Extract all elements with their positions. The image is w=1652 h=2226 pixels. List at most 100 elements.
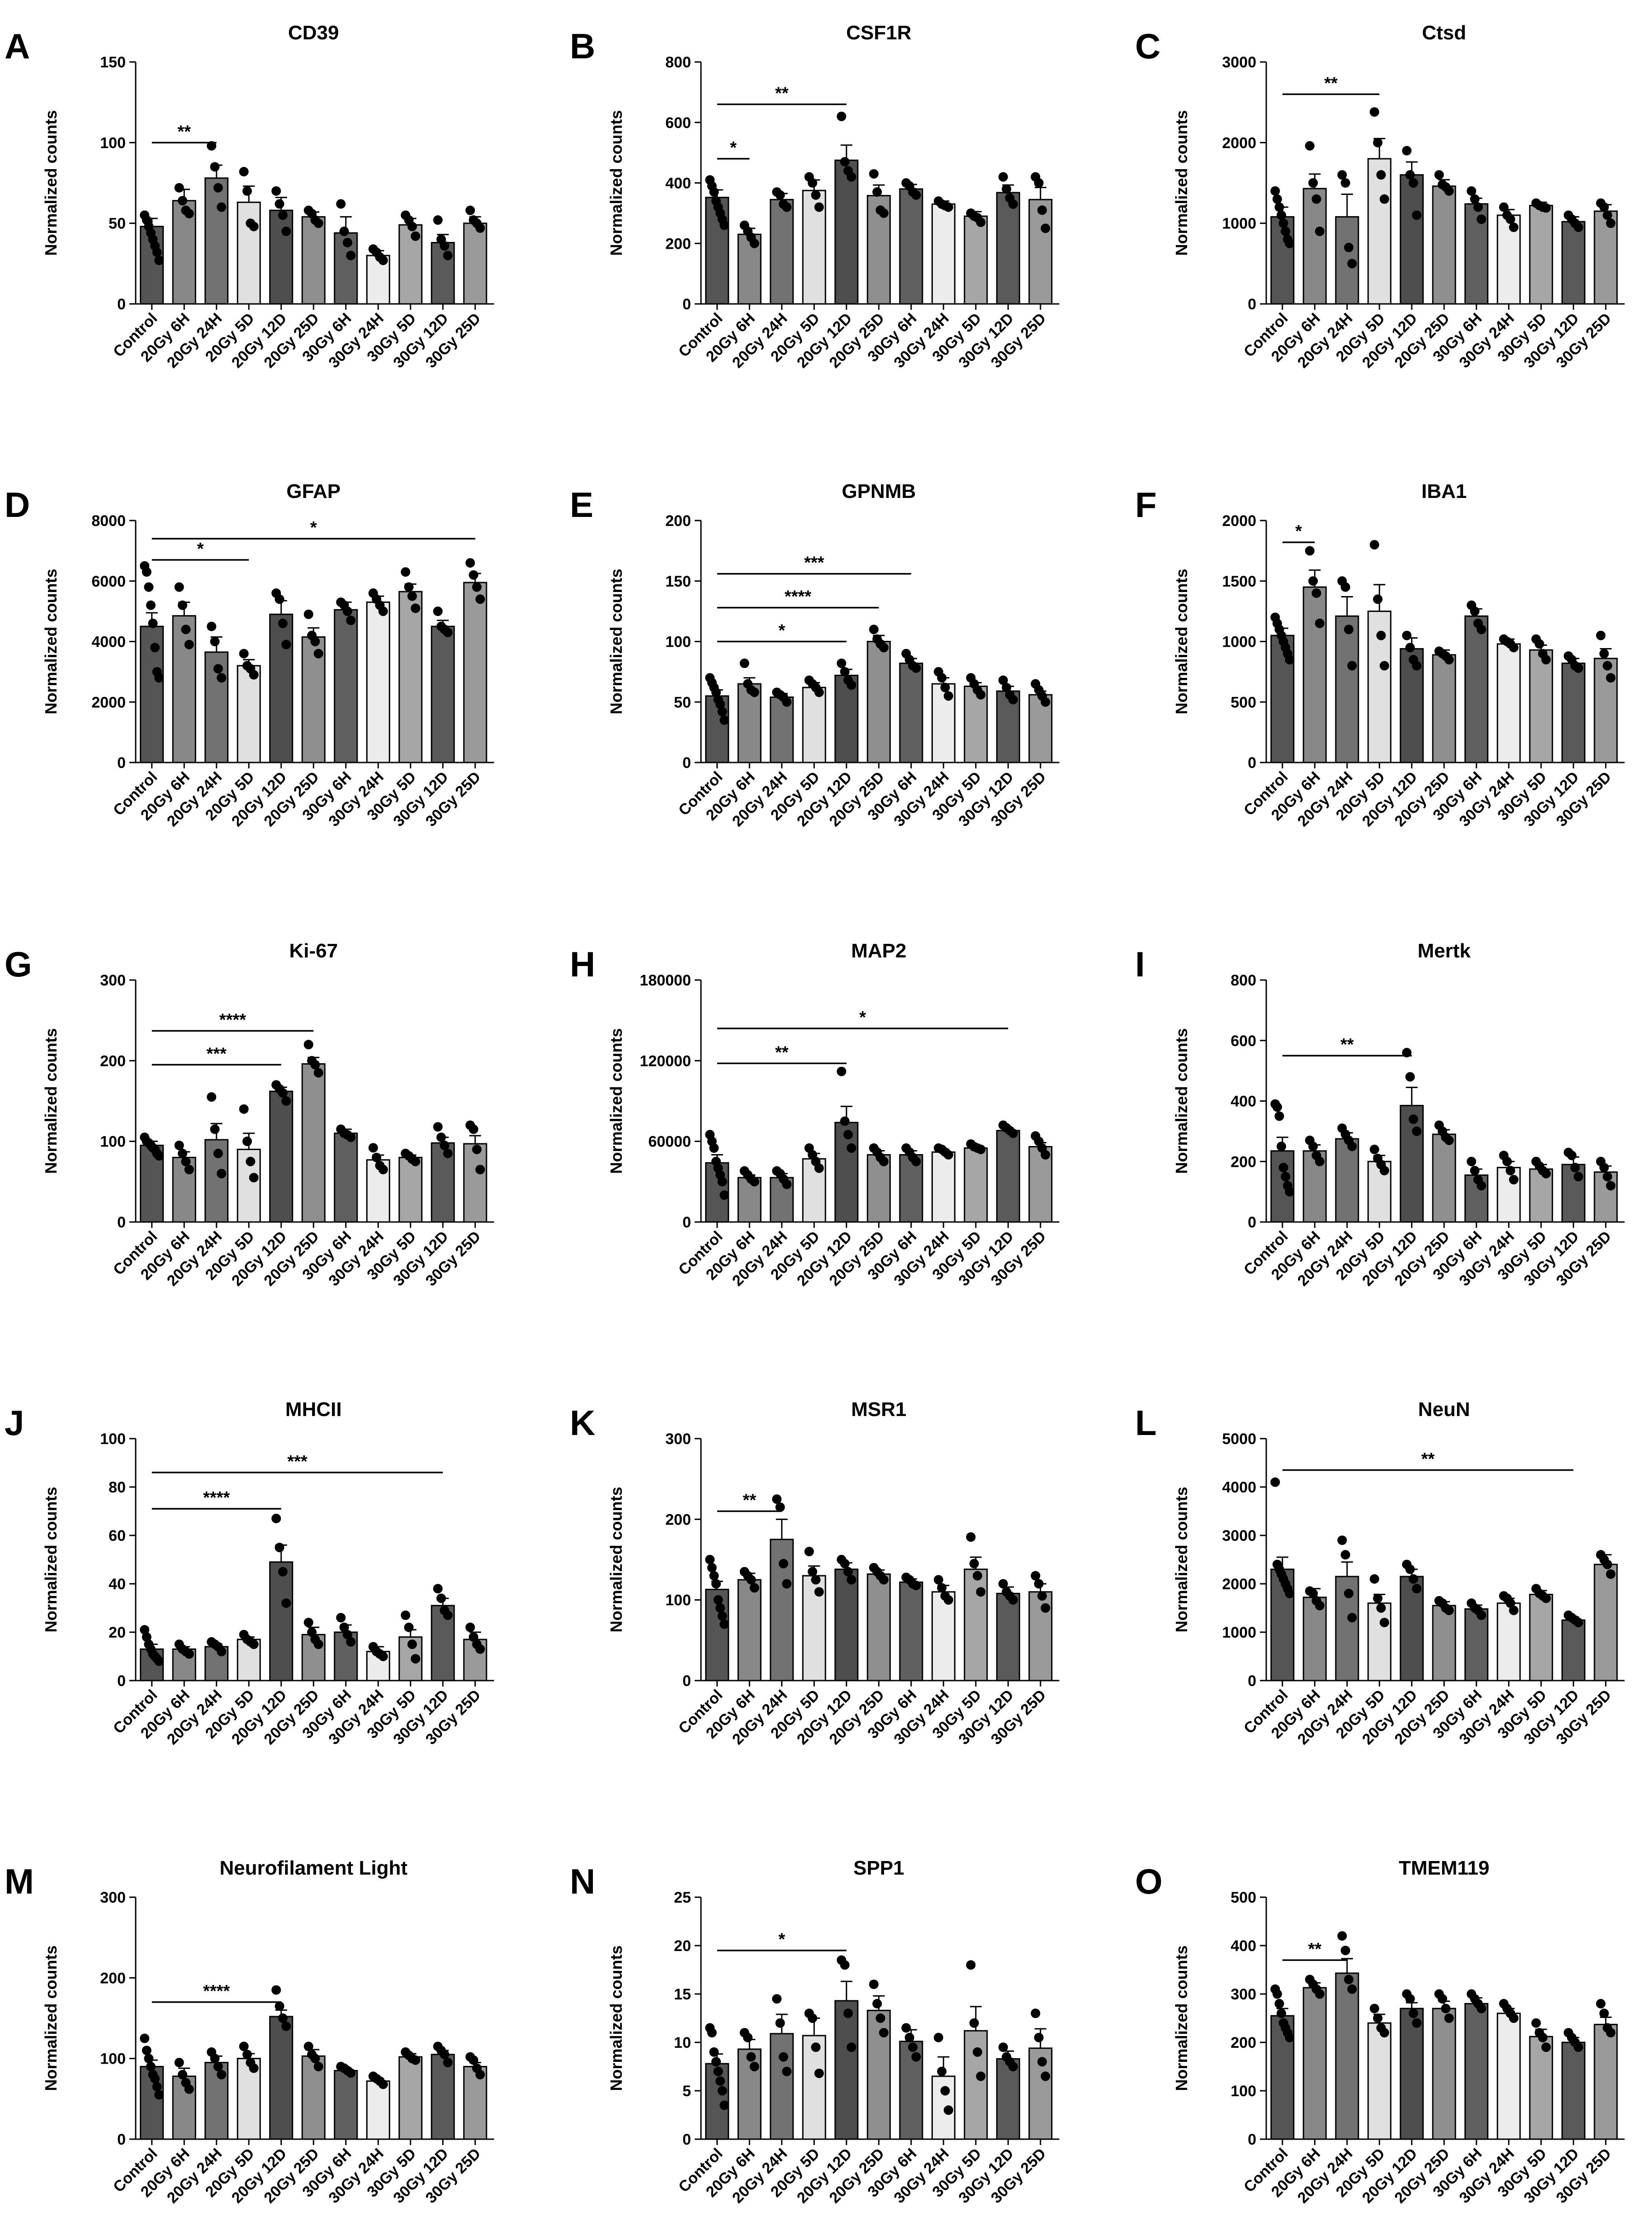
data-point — [966, 1532, 976, 1542]
data-point — [1337, 1535, 1347, 1545]
data-point — [940, 682, 950, 692]
data-point — [1573, 1172, 1583, 1182]
data-point — [411, 1654, 421, 1664]
data-point — [1538, 2032, 1548, 2042]
data-point — [1315, 1989, 1325, 1999]
data-point — [1344, 242, 1354, 252]
data-point — [911, 1156, 921, 1166]
bar-f-8 — [1529, 649, 1553, 763]
data-point — [411, 603, 421, 613]
bar-b-6 — [899, 188, 923, 305]
data-point — [1344, 1975, 1354, 1984]
y-axis-label: Normalized counts — [1172, 1487, 1191, 1632]
data-point — [152, 2082, 162, 2092]
bar-o-1 — [1302, 1987, 1327, 2140]
data-point — [178, 1148, 188, 1158]
data-point — [404, 1622, 414, 1632]
data-point — [346, 1637, 356, 1647]
bar-k-9 — [996, 1592, 1020, 1681]
bar-g-8 — [398, 1156, 423, 1223]
data-point — [1276, 2008, 1286, 2018]
data-point — [901, 2023, 911, 2033]
bar-i-4 — [1400, 1105, 1424, 1223]
data-point — [378, 256, 388, 265]
data-point — [146, 2062, 156, 2071]
data-point — [840, 1116, 850, 1126]
data-point — [1369, 107, 1379, 117]
data-point — [174, 582, 184, 592]
data-point — [1470, 1165, 1480, 1175]
data-point — [837, 111, 847, 121]
data-point — [217, 1647, 227, 1657]
y-tick-label: 200 — [665, 512, 691, 530]
data-point — [1412, 1584, 1422, 1594]
y-axis-label: Normalized counts — [607, 110, 625, 256]
y-tick-label: 5 — [682, 2083, 691, 2100]
data-point — [976, 1587, 986, 1597]
bar-c-1 — [1302, 188, 1327, 305]
data-point — [715, 700, 725, 710]
bar-k-6 — [899, 1581, 923, 1681]
data-point — [847, 1143, 857, 1153]
y-tick-label: 100 — [100, 1430, 126, 1448]
data-point — [378, 606, 388, 616]
data-point — [840, 1960, 850, 1970]
bar-e-3 — [802, 687, 826, 763]
data-point — [1444, 655, 1454, 665]
data-point — [746, 1575, 756, 1585]
bar-h-8 — [964, 1147, 988, 1223]
bar-m-8 — [398, 2056, 423, 2140]
data-point — [433, 1122, 443, 1132]
data-point — [411, 2055, 421, 2065]
panel-letter: N — [570, 1861, 595, 1901]
bar-f-10 — [1594, 658, 1618, 763]
data-point — [443, 1148, 453, 1158]
panel-title: Ctsd — [1422, 22, 1466, 44]
data-point — [249, 2063, 259, 2073]
y-tick-label: 0 — [682, 2131, 691, 2148]
panel-letter: G — [5, 944, 32, 984]
data-point — [749, 687, 759, 697]
bar-o-3 — [1367, 2022, 1392, 2140]
data-point — [217, 2070, 227, 2079]
data-point — [1596, 1999, 1606, 2008]
significance-label: **** — [785, 587, 811, 606]
bar-d-10 — [463, 582, 488, 763]
bar-b-4 — [834, 159, 859, 305]
data-point — [847, 1575, 857, 1585]
data-point — [746, 2052, 756, 2062]
y-tick-label: 0 — [682, 1672, 691, 1690]
data-point — [271, 186, 281, 196]
data-point — [154, 1151, 164, 1161]
y-axis-label: Normalized counts — [1172, 110, 1191, 256]
y-tick-label: 200 — [1231, 1153, 1256, 1170]
data-point — [719, 2100, 729, 2110]
data-point — [719, 715, 729, 725]
data-point — [339, 1622, 349, 1632]
data-point — [475, 1165, 485, 1175]
data-point — [407, 591, 417, 601]
data-point — [1408, 1574, 1418, 1584]
data-point — [911, 663, 921, 673]
data-point — [1477, 625, 1486, 635]
bar-l-1 — [1302, 1596, 1327, 1681]
data-point — [1041, 223, 1051, 233]
data-point — [242, 1137, 252, 1146]
data-point — [1315, 1156, 1325, 1166]
panel-letter: K — [570, 1403, 595, 1443]
significance-label: ** — [775, 1043, 789, 1062]
data-point — [1270, 1477, 1280, 1487]
y-tick-label: 1000 — [1222, 1624, 1256, 1641]
data-point — [1570, 1163, 1580, 1173]
data-point — [469, 1632, 478, 1642]
y-tick-label: 800 — [1231, 972, 1256, 989]
data-point — [976, 217, 986, 227]
significance-label: **** — [219, 1010, 246, 1029]
data-point — [778, 2052, 788, 2062]
data-point — [1444, 1135, 1454, 1145]
data-point — [1477, 1610, 1486, 1620]
y-tick-label: 0 — [117, 754, 126, 772]
data-point — [711, 2057, 721, 2067]
data-point — [709, 1143, 719, 1153]
data-point — [313, 1068, 323, 1078]
